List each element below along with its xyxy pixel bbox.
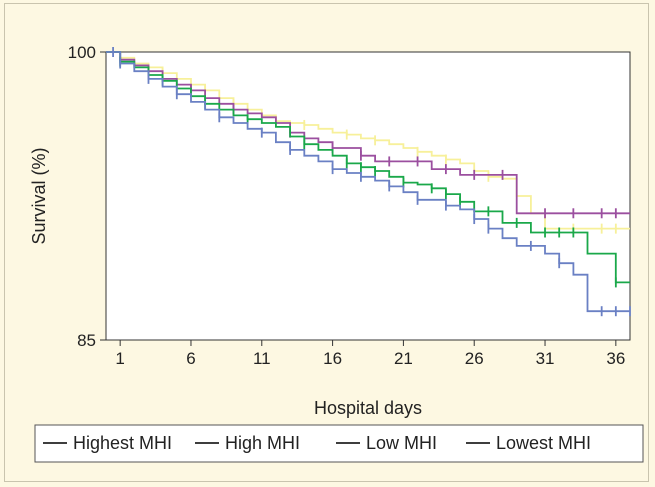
legend-label: High MHI [225, 433, 300, 453]
x-tick-label: 6 [186, 349, 195, 368]
x-tick-label: 16 [323, 349, 342, 368]
legend: Highest MHI High MHI Low MHI Lowest MHI [34, 424, 644, 463]
plot-area [105, 51, 631, 341]
legend-label: Low MHI [366, 433, 437, 453]
series-line-3 [106, 51, 630, 284]
series-line-2 [106, 51, 630, 215]
x-tick-label: 21 [394, 349, 413, 368]
x-tick-label: 31 [536, 349, 555, 368]
y-axis-title: Survival (%) [29, 147, 49, 244]
legend-label: Highest MHI [73, 433, 172, 453]
series-line-4 [106, 51, 630, 313]
series-line-1 [106, 51, 630, 230]
y-tick-label: 85 [77, 331, 96, 350]
chart-frame: 1 6 11 16 21 26 31 36 85 100 Survival (%) Hospita… [4, 3, 649, 482]
x-tick-label: 36 [606, 349, 625, 368]
x-tick-label: 1 [115, 349, 124, 368]
y-tick-label: 100 [68, 43, 96, 62]
x-axis-title: Hospital days [314, 398, 422, 418]
x-tick-label: 11 [253, 349, 271, 368]
x-tick-label: 26 [465, 349, 484, 368]
legend-label: Lowest MHI [496, 433, 591, 453]
